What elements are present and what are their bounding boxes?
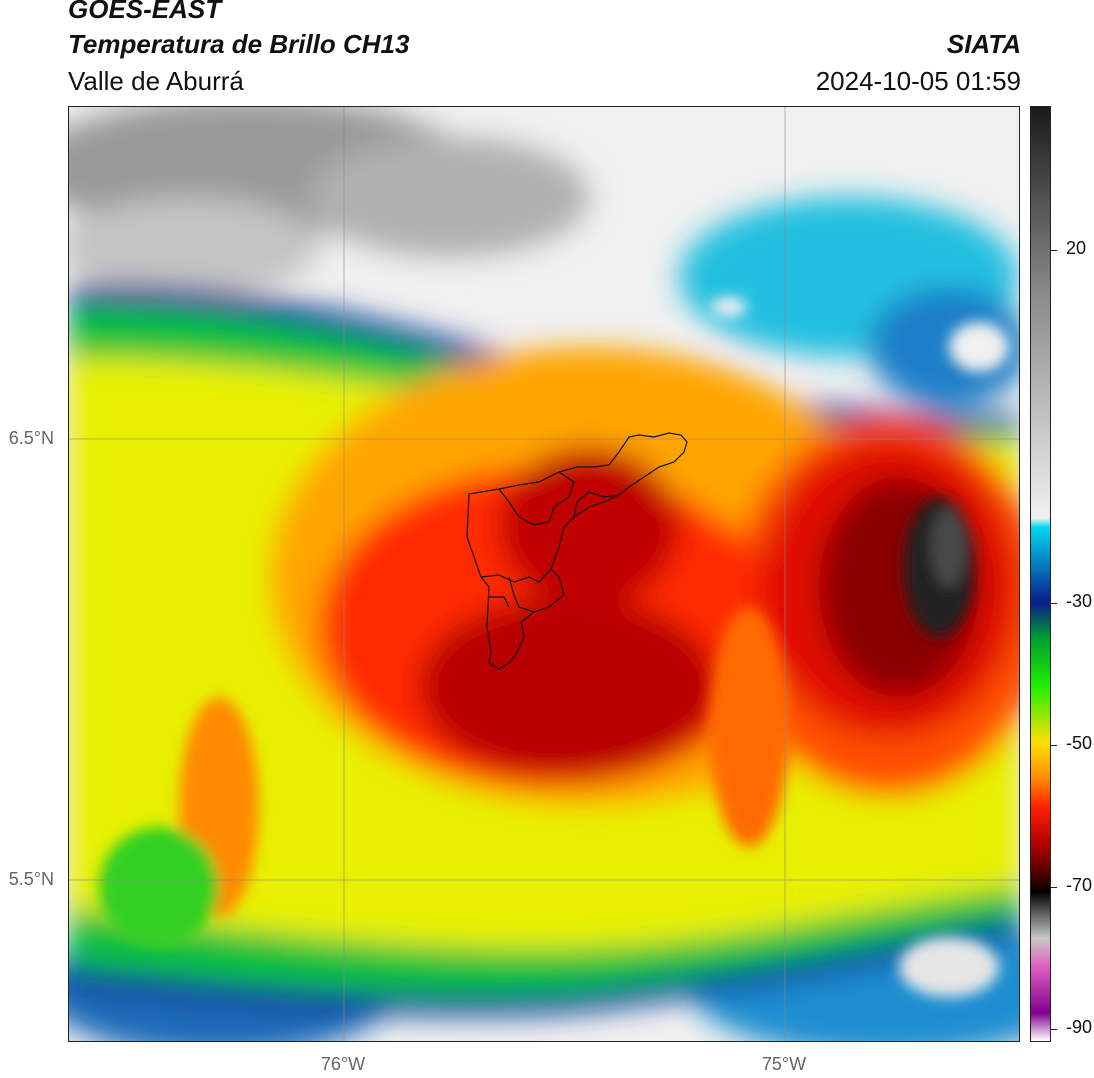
colorbar-tick-mark-m30 [1051, 603, 1057, 604]
lat-label-6-5: 6.5°N [8, 428, 54, 448]
boundary-inner-f [489, 596, 510, 608]
colorbar-tick-m30: -30 [1066, 591, 1093, 611]
boundary-inner-d [573, 491, 620, 518]
colorbar-gradient [1031, 107, 1050, 1041]
timestamp-label: 2024-10-05 01:59 [815, 66, 1021, 96]
colorbar-tick-mark-20 [1051, 250, 1057, 251]
product-title: Temperatura de Brillo CH13 [68, 29, 410, 59]
gridlines [69, 107, 1019, 1041]
satellite-title: GOES-EAST [68, 0, 222, 24]
lon-label-75w: 75°W [761, 1054, 807, 1074]
boundary-outer [466, 432, 688, 670]
colorbar-tick-mark-m90 [1051, 1029, 1057, 1030]
colorbar-tick-mark-m70 [1051, 887, 1057, 888]
boundary-inner-e [498, 488, 550, 526]
cloud-field [69, 107, 1019, 1041]
brightness-temperature-map [68, 106, 1020, 1042]
colorbar-tick-20: 20 [1066, 238, 1087, 258]
boundary-inner-c [548, 471, 575, 523]
colorbar-tick-m50: -50 [1066, 733, 1093, 753]
cloud-detail [99, 297, 1009, 997]
boundary-inner-b [508, 576, 535, 613]
lon-label-76w: 76°W [320, 1054, 366, 1074]
valle-de-aburra-boundary [466, 432, 688, 670]
lat-label-5-5: 5.5°N [8, 869, 54, 889]
region-label: Valle de Aburrá [68, 66, 244, 96]
organization-label: SIATA [946, 29, 1021, 59]
boundary-inner-a [480, 568, 552, 583]
colorbar-tick-mark-m50 [1051, 745, 1057, 746]
colorbar [1030, 106, 1051, 1042]
colorbar-tick-m90: -90 [1066, 1017, 1093, 1037]
colorbar-tick-m70: -70 [1066, 875, 1093, 895]
map-canvas [69, 107, 1019, 1041]
